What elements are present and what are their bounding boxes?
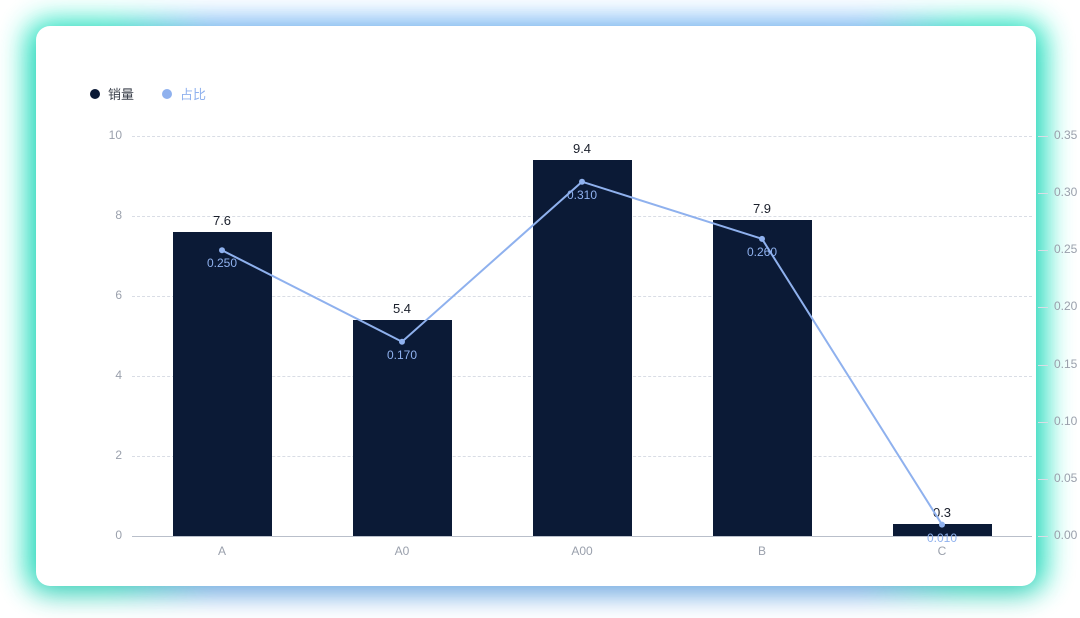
x-category-label: A xyxy=(218,544,226,558)
line-value-label: 0.260 xyxy=(747,245,777,259)
line-marker[interactable] xyxy=(399,339,405,345)
legend-item-line[interactable]: 占比 xyxy=(162,84,206,103)
y-right-tick-mark xyxy=(1038,422,1048,423)
y-right-tick-label: 0.20 xyxy=(1054,299,1080,313)
plot-area: 02468100.000.050.100.150.200.250.300.357… xyxy=(132,136,1032,536)
y-right-tick-mark xyxy=(1038,250,1048,251)
y-left-tick-label: 8 xyxy=(82,208,122,222)
line-marker[interactable] xyxy=(939,522,945,528)
line-value-label: 0.170 xyxy=(387,348,417,362)
legend-item-bar[interactable]: 销量 xyxy=(90,84,134,103)
x-category-label: A0 xyxy=(395,544,410,558)
y-right-tick-mark xyxy=(1038,307,1048,308)
y-right-tick-label: 0.05 xyxy=(1054,471,1080,485)
y-right-tick-label: 0.00 xyxy=(1054,528,1080,542)
y-right-tick-label: 0.30 xyxy=(1054,185,1080,199)
y-left-tick-label: 6 xyxy=(82,288,122,302)
line-marker[interactable] xyxy=(579,179,585,185)
legend-label-line: 占比 xyxy=(180,84,206,103)
x-axis: A A0 A00 B C xyxy=(132,536,1032,560)
y-right-tick-mark xyxy=(1038,536,1048,537)
legend-swatch-line xyxy=(162,89,172,99)
x-category-label: A00 xyxy=(571,544,592,558)
y-right-tick-mark xyxy=(1038,136,1048,137)
y-right-tick-mark xyxy=(1038,365,1048,366)
line-marker[interactable] xyxy=(219,247,225,253)
y-left-tick-label: 10 xyxy=(82,128,122,142)
line-value-label: 0.310 xyxy=(567,188,597,202)
y-left-tick-label: 0 xyxy=(82,528,122,542)
y-right-tick-label: 0.25 xyxy=(1054,242,1080,256)
line-path[interactable] xyxy=(222,182,942,525)
y-right-tick-mark xyxy=(1038,479,1048,480)
y-right-tick-label: 0.35 xyxy=(1054,128,1080,142)
x-category-label: B xyxy=(758,544,766,558)
y-right-tick-label: 0.10 xyxy=(1054,414,1080,428)
y-right-tick-label: 0.15 xyxy=(1054,357,1080,371)
y-left-tick-label: 2 xyxy=(82,448,122,462)
y-right-tick-mark xyxy=(1038,193,1048,194)
line-value-label: 0.250 xyxy=(207,256,237,270)
x-category-label: C xyxy=(938,544,947,558)
chart-card: 销量 占比 02468100.000.050.100.150.200.250.3… xyxy=(36,26,1036,586)
line-marker[interactable] xyxy=(759,236,765,242)
y-left-tick-label: 4 xyxy=(82,368,122,382)
legend-swatch-bar xyxy=(90,89,100,99)
legend-label-bar: 销量 xyxy=(108,84,134,103)
legend: 销量 占比 xyxy=(90,84,206,103)
